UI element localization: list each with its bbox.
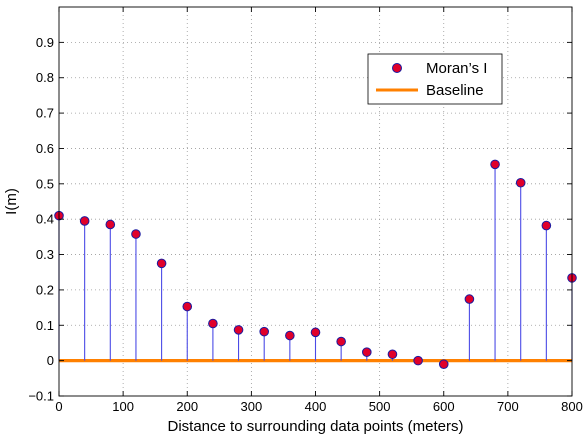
- x-tick-label: 100: [112, 399, 134, 414]
- tick-labels: 0 100 200 300 400 500 600 700 800−0.100.10.20.30…: [28, 35, 583, 414]
- legend-marker-morans-i: [392, 63, 402, 73]
- x-tick-label: 0: [55, 399, 62, 414]
- stem-marker: [259, 326, 270, 337]
- stem-marker: [438, 359, 449, 369]
- stem-marker: [336, 336, 346, 347]
- stem-marker: [285, 330, 295, 341]
- stem-marker: [362, 347, 372, 357]
- stem-marker: [387, 349, 398, 360]
- stem-marker: [79, 216, 90, 226]
- y-tick-label: 0.2: [36, 282, 54, 297]
- stem-marker: [131, 229, 141, 239]
- y-tick-label: 0.7: [36, 106, 54, 121]
- y-tick-label: 0.5: [36, 176, 54, 191]
- x-tick-label: 600: [433, 399, 455, 414]
- y-axis-label: I(m): [3, 188, 20, 215]
- stem-marker: [413, 355, 423, 366]
- axes: [58, 6, 573, 397]
- stem-marker: [208, 318, 218, 329]
- legend-box: [367, 53, 503, 105]
- y-tick-label: 0.1: [36, 318, 54, 333]
- stem-marker: [105, 219, 116, 230]
- legend-label-morans-i: Moran’s I: [426, 60, 487, 77]
- stem-marker: [541, 220, 552, 231]
- stem-marker: [310, 327, 321, 338]
- x-tick-label: 700: [497, 399, 519, 414]
- legend-label-baseline: Baseline: [426, 82, 484, 99]
- y-tick-label: 0.9: [36, 35, 54, 50]
- x-tick-label: 400: [305, 399, 327, 414]
- y-tick-label: 0.4: [36, 212, 54, 227]
- y-tick-label: 0: [47, 353, 54, 368]
- y-tick-label: 0.6: [36, 141, 54, 156]
- x-tick-label: 500: [369, 399, 391, 414]
- stem-marker: [233, 325, 244, 335]
- legend: Moran’s I Baseline: [367, 53, 503, 105]
- y-tick-label: 0.3: [36, 247, 54, 262]
- stem-marker: [464, 294, 475, 304]
- x-tick-label: 800: [561, 399, 583, 414]
- x-axis-label: Distance to surrounding data points (met…: [168, 418, 464, 435]
- stem-marker: [156, 258, 167, 269]
- y-tick-label: 0.8: [36, 70, 54, 85]
- x-tick-label: 200: [176, 399, 198, 414]
- stem-marker: [490, 159, 500, 170]
- x-tick-label: 300: [241, 399, 263, 414]
- stem-marker: [182, 301, 193, 312]
- stem-marker: [515, 177, 526, 188]
- y-tick-label: −0.1: [28, 389, 54, 404]
